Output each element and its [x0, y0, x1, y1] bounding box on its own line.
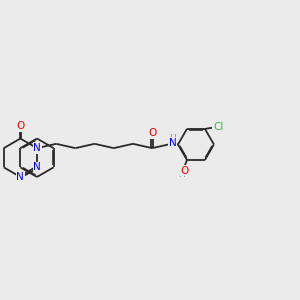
Text: N: N [169, 138, 176, 148]
Text: Cl: Cl [213, 122, 224, 132]
Text: N: N [16, 172, 24, 182]
Text: N: N [33, 162, 41, 172]
Text: H: H [178, 170, 185, 179]
Text: O: O [16, 122, 25, 131]
Text: N: N [33, 143, 41, 153]
Text: H: H [169, 134, 176, 143]
Text: O: O [148, 128, 156, 138]
Text: O: O [180, 166, 189, 176]
